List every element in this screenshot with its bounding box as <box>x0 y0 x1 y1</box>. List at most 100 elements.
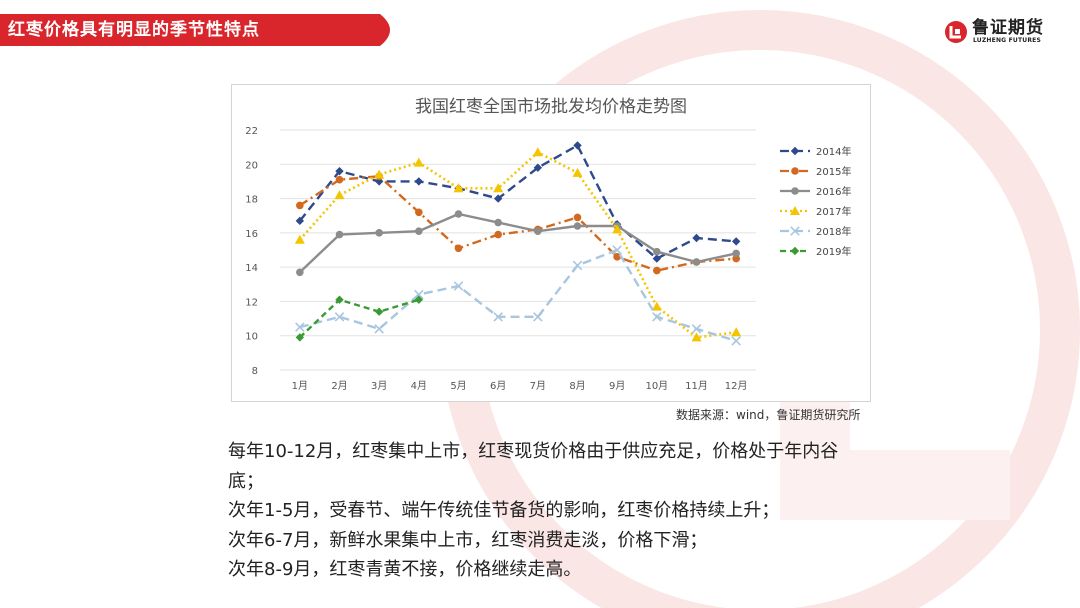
data-point <box>494 230 502 239</box>
legend-item: 2014年 <box>780 145 851 158</box>
paragraph-line: 次年6-7月，新鲜水果集中上市，红枣消费走淡，价格下滑； <box>228 529 708 551</box>
data-point <box>375 229 383 237</box>
paragraph-line: 次年8-9月，红枣青黄不接，价格继续走高。 <box>228 559 582 580</box>
data-point <box>335 175 344 184</box>
data-point <box>335 166 344 176</box>
data-point <box>414 295 424 304</box>
legend-item: 2016年 <box>780 185 851 198</box>
data-point <box>295 322 305 332</box>
data-point <box>691 324 702 334</box>
data-point <box>413 157 424 167</box>
data-point <box>296 268 304 277</box>
legend-label: 2016年 <box>816 185 851 198</box>
x-tick-label: 12月 <box>725 380 748 392</box>
data-point <box>652 254 662 263</box>
data-point <box>790 206 800 215</box>
data-point <box>573 213 582 222</box>
data-point <box>691 332 702 342</box>
x-tick-label: 4月 <box>411 380 427 392</box>
x-tick-label: 2月 <box>331 380 347 392</box>
series-2014年 <box>295 141 741 263</box>
series-line <box>299 298 420 339</box>
y-tick-label: 8 <box>252 366 258 377</box>
data-point <box>731 237 741 246</box>
series-line <box>299 248 737 343</box>
x-tick-label: 9月 <box>609 380 625 392</box>
company-logo: 鲁证期货 LUZHENG FUTURES <box>944 18 1064 48</box>
data-point <box>415 208 423 217</box>
y-tick-label: 18 <box>245 195 258 206</box>
data-point <box>295 216 305 226</box>
chart-title: 我国红枣全国市场批发均价格走势图 <box>415 97 687 117</box>
data-point <box>791 187 799 195</box>
paragraph-line: 每年10-12月，红枣集中上市，红枣现货价格由于供应充足，价格处于年内谷 <box>228 441 839 462</box>
data-point <box>296 201 304 210</box>
y-tick-label: 20 <box>245 160 258 171</box>
data-point <box>532 147 543 157</box>
data-point <box>613 253 621 261</box>
data-point <box>493 194 503 203</box>
legend-item: 2018年 <box>780 225 851 238</box>
series-line <box>298 144 737 260</box>
data-point <box>731 327 742 337</box>
y-tick-label: 14 <box>245 263 258 274</box>
paragraph-line: 次年1-5月，受春节、端午传统佳节备货的影响，红枣价格持续上升； <box>228 500 780 521</box>
x-tick-label: 3月 <box>371 380 387 392</box>
data-point <box>414 177 424 186</box>
legend-item: 2015年 <box>780 165 851 178</box>
y-tick-label: 12 <box>245 297 258 308</box>
data-point <box>791 167 799 175</box>
data-point <box>692 233 701 243</box>
data-point <box>493 183 504 193</box>
data-point <box>572 167 583 177</box>
price-chart: 我国红枣全国市场批发均价格走势图 8 10 12 14 16 18 20 22 1月 2月 3月 4月… <box>231 84 871 402</box>
x-tick-label: 8月 <box>569 380 585 392</box>
y-tick-label: 22 <box>245 126 258 137</box>
page-title: 红枣价格具有明显的季节性特点 <box>8 20 260 40</box>
data-point <box>573 222 582 230</box>
chart-canvas: 我国红枣全国市场批发均价格走势图 8 10 12 14 16 18 20 22 1月 2月 3月 4月… <box>245 97 851 392</box>
data-point <box>374 307 384 316</box>
series-2017年 <box>294 147 742 342</box>
series-2015年 <box>296 172 740 275</box>
data-point <box>731 336 741 346</box>
y-tick-label: 10 <box>245 332 258 343</box>
data-point <box>790 146 800 156</box>
data-point <box>790 246 800 256</box>
data-point <box>534 227 542 235</box>
x-tick-label: 5月 <box>450 380 466 392</box>
data-point <box>335 295 344 304</box>
x-tick-label: 6月 <box>490 380 506 392</box>
description: 每年10-12月，红枣集中上市，红枣现货价格由于供应充足，价格处于年内谷 底； … <box>228 437 928 585</box>
data-point <box>494 218 502 227</box>
data-point <box>374 324 384 334</box>
data-point <box>572 260 583 271</box>
data-point <box>374 169 385 179</box>
data-source: 数据来源：wind，鲁证期货研究所 <box>676 408 861 422</box>
series-2016年 <box>296 210 740 277</box>
series-line <box>299 212 737 274</box>
data-point <box>415 227 423 235</box>
series-2019年 <box>295 295 424 342</box>
data-point <box>454 244 463 253</box>
data-point <box>652 312 662 322</box>
data-point <box>612 224 623 234</box>
series-2018年 <box>295 245 741 346</box>
data-point <box>653 247 661 256</box>
legend-label: 2017年 <box>816 205 851 218</box>
logo-name-en: LUZHENG FUTURES <box>973 37 1041 44</box>
data-point <box>295 333 305 342</box>
paragraph-line: 底； <box>228 470 264 492</box>
x-tick-label: 1月 <box>292 380 308 392</box>
data-point <box>453 183 464 193</box>
data-point <box>573 141 582 150</box>
data-point <box>454 210 463 218</box>
legend-label: 2019年 <box>816 245 851 258</box>
legend-item: 2017年 <box>780 205 851 218</box>
header-banner <box>0 14 390 46</box>
series-line <box>299 175 737 272</box>
data-point <box>414 289 424 300</box>
data-point <box>334 190 345 200</box>
logo-name-cn: 鲁证期货 <box>972 18 1044 38</box>
data-point <box>651 301 662 311</box>
